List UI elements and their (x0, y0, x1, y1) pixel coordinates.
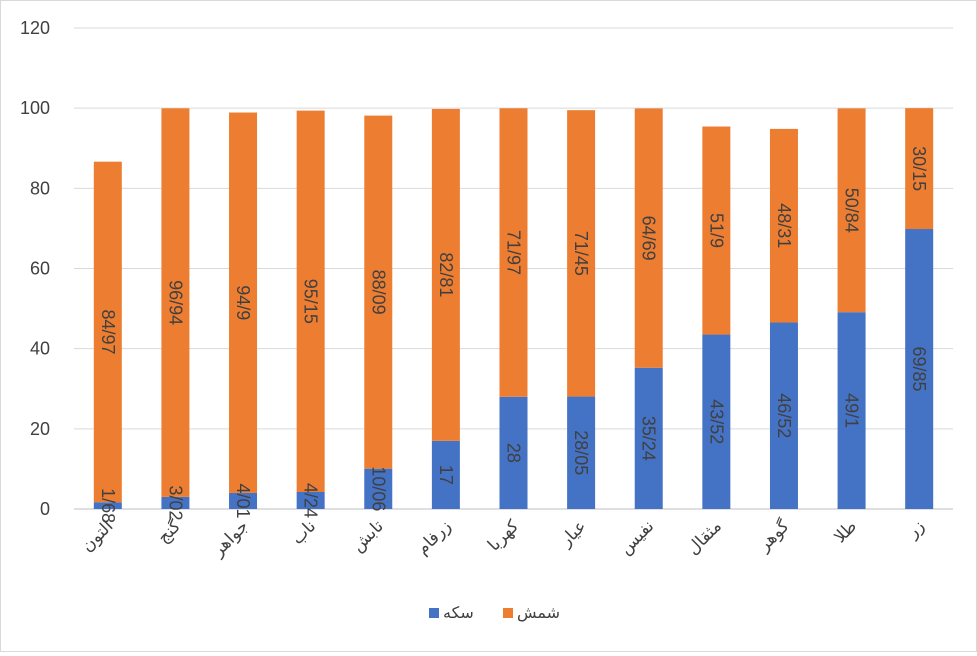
y-tick-label: 80 (30, 178, 50, 198)
y-tick-label: 60 (30, 259, 50, 279)
data-label-coin: 10/06 (368, 466, 388, 511)
y-axis: 0 20 40 60 80 100 120 (20, 18, 50, 519)
data-label-coin: 69/85 (909, 346, 929, 391)
bar-segment-coin (499, 396, 528, 509)
data-label-bullion: 64/69 (639, 216, 659, 261)
bar-segment-bullion (431, 108, 460, 441)
data-label-coin: 4/24 (301, 483, 321, 518)
x-tick-label: تابش (348, 516, 387, 555)
data-label-bullion: 48/31 (774, 203, 794, 248)
bar-segment-bullion (567, 110, 596, 397)
data-label-bullion: 88/09 (368, 270, 388, 315)
data-label-coin: 28 (504, 443, 524, 463)
bar-segment-coin (702, 334, 731, 509)
bar-segment-bullion (837, 108, 866, 313)
bars (93, 108, 934, 509)
data-label-coin: 17 (436, 465, 456, 485)
y-tick-label: 100 (20, 98, 50, 118)
bar-segment-coin (229, 492, 258, 509)
bar-segment-bullion (229, 112, 258, 493)
legend-label-coin: سکه (443, 605, 474, 622)
bar-segment-coin (364, 468, 393, 509)
data-label-bullion: 71/45 (571, 231, 591, 276)
data-label-coin: 4/01 (233, 483, 253, 518)
data-label-bullion: 50/84 (842, 188, 862, 233)
data-label-coin: 43/52 (706, 399, 726, 444)
bar-segment-coin (567, 396, 596, 509)
bar-segment-coin (905, 229, 934, 509)
x-tick-label: طلا (830, 516, 860, 546)
data-label-coin: 35/24 (639, 416, 659, 461)
bar-segment-bullion (634, 108, 663, 368)
data-label-bullion: 51/9 (706, 213, 726, 248)
y-tick-label: 120 (20, 18, 50, 38)
legend-label-bullion: شمش (517, 605, 560, 623)
x-tick-label: کهربا (484, 516, 524, 556)
x-tick-label: زر (902, 516, 928, 542)
x-tick-label: نفیس (616, 516, 658, 558)
data-label-bullion: 95/15 (301, 279, 321, 324)
data-label-coin: 46/52 (774, 393, 794, 438)
data-label-bullion: 94/9 (233, 285, 253, 320)
data-label-coin: 1/68 (98, 488, 118, 523)
data-labels: 1/68 84/97 3/02 96/94 4/01 94/9 4/24 95/15 10/06… (98, 146, 929, 523)
bar-segment-bullion (905, 108, 934, 230)
bar-segment-coin (431, 440, 460, 509)
x-tick-label: گوهر (753, 515, 793, 555)
bar-segment-coin (634, 367, 663, 509)
bar-segment-coin (93, 502, 122, 509)
x-tick-label: عیار (556, 516, 590, 550)
bar-segment-coin (161, 496, 190, 509)
y-tick-label: 40 (30, 339, 50, 359)
data-label-coin: 3/02 (165, 485, 185, 520)
bar-segment-bullion (702, 126, 731, 335)
x-axis: التون گنج جواهر ناب تابش زرفام کهربا عیار نفیس مث… (78, 515, 928, 560)
bar-segment-coin (769, 322, 798, 509)
bar-segment-bullion (296, 110, 325, 493)
x-tick-label: زرفام (413, 516, 455, 558)
data-label-bullion: 30/15 (909, 146, 929, 191)
legend-swatch-bullion (503, 608, 513, 618)
data-label-coin: 49/1 (842, 393, 862, 428)
x-tick-label: مثقال (683, 516, 725, 558)
x-tick-label: جواهر (208, 516, 252, 560)
bar-segment-bullion (161, 108, 190, 497)
legend-swatch-coin (429, 608, 439, 618)
bar-segment-coin (296, 492, 325, 509)
y-tick-label: 0 (40, 499, 50, 519)
x-tick-label: ناب (288, 516, 320, 548)
data-label-bullion: 71/97 (504, 230, 524, 275)
data-label-bullion: 82/81 (436, 252, 456, 297)
legend: سکه شمش (429, 605, 560, 623)
data-label-bullion: 84/97 (98, 309, 118, 354)
bar-segment-coin (837, 312, 866, 509)
data-label-coin: 28/05 (571, 430, 591, 475)
y-tick-label: 20 (30, 419, 50, 439)
bar-segment-bullion (93, 161, 122, 503)
data-label-bullion: 96/94 (165, 280, 185, 325)
bar-segment-bullion (499, 108, 528, 397)
bar-segment-bullion (769, 128, 798, 323)
bar-segment-bullion (364, 115, 393, 469)
